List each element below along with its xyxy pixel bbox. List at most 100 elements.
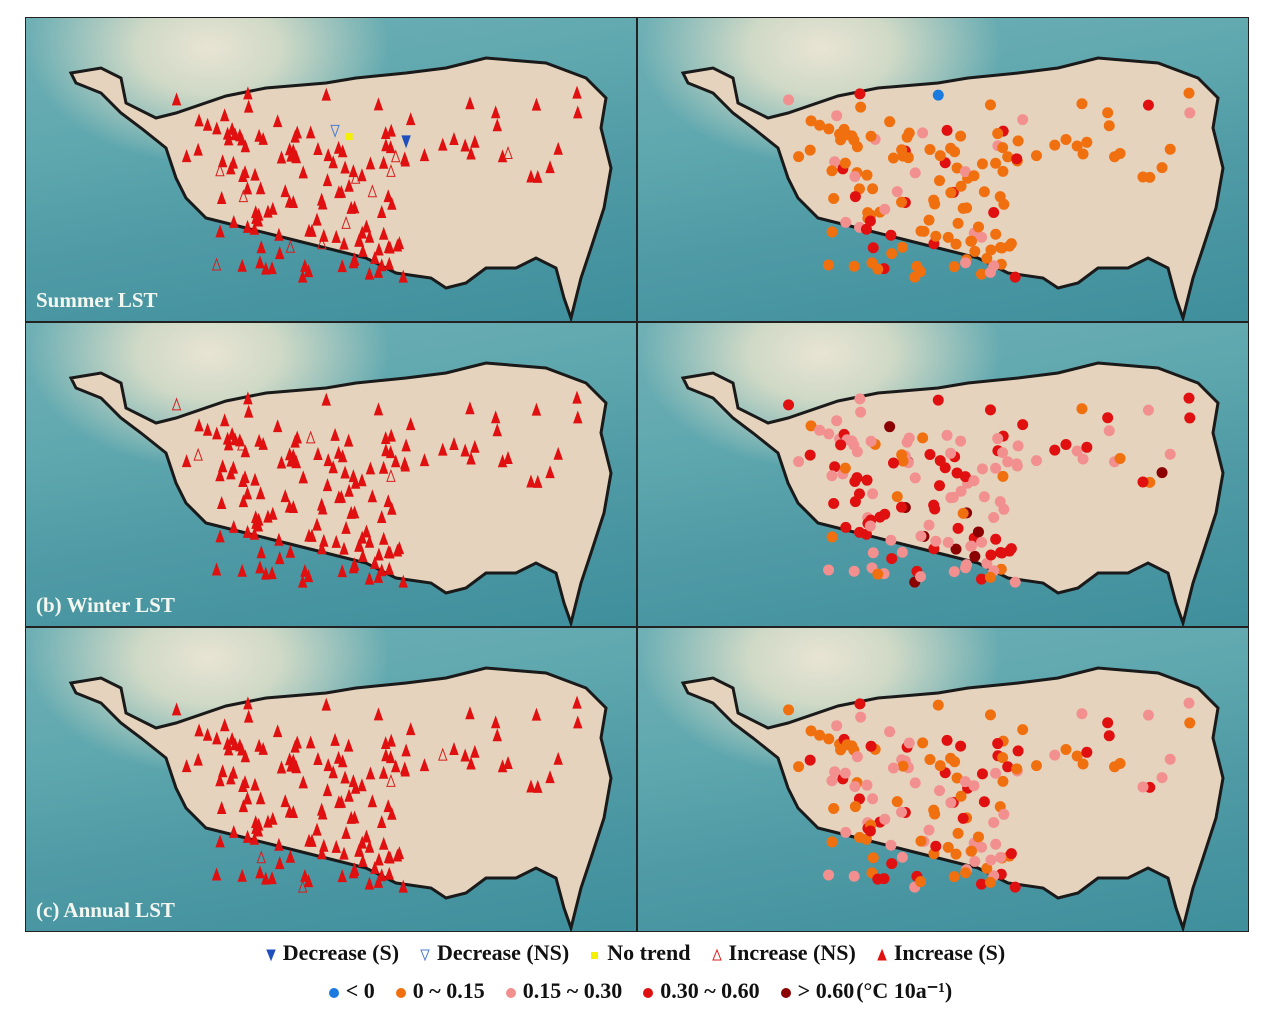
station-rate-marker	[969, 550, 981, 562]
station-rate-marker	[978, 186, 990, 198]
station-rate-marker	[826, 470, 838, 482]
station-rate-marker	[969, 245, 981, 257]
station-rate-marker	[1071, 140, 1083, 152]
station-trend-marker	[398, 269, 408, 283]
station-rate-marker	[998, 198, 1010, 210]
station-rate-marker	[1076, 403, 1088, 415]
station-trend-marker	[380, 431, 391, 445]
station-trend-marker	[346, 200, 356, 214]
station-trend-marker	[334, 490, 344, 504]
station-rate-marker	[823, 259, 835, 271]
station-rate-marker	[975, 573, 987, 585]
station-rate-marker	[934, 175, 946, 187]
station-trend-marker	[304, 223, 314, 237]
station-rate-marker	[957, 812, 969, 824]
station-rate-marker	[992, 738, 1004, 750]
station-rate-marker	[917, 432, 929, 444]
station-trend-marker	[317, 541, 327, 555]
station-rate-marker	[955, 130, 967, 142]
station-trend-marker	[323, 758, 333, 772]
station-trend-marker	[438, 137, 448, 151]
station-trend-marker	[545, 770, 555, 784]
station-trend-marker	[256, 850, 266, 864]
station-trend-marker	[398, 574, 408, 588]
station-trend-marker	[316, 497, 327, 511]
station-rate-marker	[835, 439, 847, 451]
station-rate-marker	[839, 767, 851, 779]
station-trend-marker	[466, 451, 476, 465]
legend-item: 0 ~ 0.15	[395, 978, 485, 1003]
station-rate-marker	[915, 876, 927, 888]
station-rate-marker	[1076, 98, 1088, 110]
station-trend-marker	[465, 706, 475, 720]
station-rate-marker	[934, 785, 946, 797]
station-rate-marker	[1049, 749, 1061, 761]
station-rate-marker	[951, 467, 963, 479]
station-trend-marker	[373, 707, 384, 721]
station-trend-marker	[298, 470, 308, 484]
legend-label: 0 ~ 0.15	[412, 978, 485, 1003]
station-rate-marker	[896, 806, 908, 818]
station-rate-marker	[952, 827, 964, 839]
station-trend-marker	[533, 779, 543, 793]
station-rate-marker	[1102, 107, 1114, 119]
station-rate-marker	[835, 134, 847, 146]
station-trend-marker	[276, 760, 287, 774]
legend-marker-icon	[420, 949, 430, 962]
station-trend-marker	[374, 242, 384, 256]
station-trend-marker	[216, 496, 227, 509]
station-trend-marker	[526, 169, 536, 183]
station-rate-marker	[860, 528, 872, 540]
station-rate-marker	[839, 462, 851, 474]
station-rate-marker	[891, 491, 903, 503]
station-trend-marker	[373, 97, 384, 111]
station-trend-marker	[237, 868, 247, 882]
station-rate-marker	[997, 142, 1009, 154]
station-rate-marker	[828, 802, 840, 814]
station-rate-marker	[972, 831, 984, 843]
station-rate-marker	[959, 166, 971, 178]
station-rate-marker	[934, 150, 946, 162]
station-trend-marker	[215, 773, 225, 787]
station-trend-marker	[181, 149, 192, 163]
station-trend-marker	[284, 194, 295, 208]
station-rate-marker	[804, 144, 816, 156]
trend-map-summer: Summer LST	[25, 17, 637, 322]
station-rate-marker	[1077, 453, 1089, 465]
station-trend-marker	[339, 846, 349, 860]
station-rate-marker	[897, 760, 909, 772]
station-trend-marker	[333, 750, 344, 764]
station-rate-marker	[976, 158, 988, 170]
station-trend-marker	[304, 833, 314, 847]
station-trend-marker	[312, 822, 322, 836]
station-rate-marker	[804, 754, 816, 766]
station-trend-marker	[254, 128, 264, 142]
station-trend-marker	[243, 86, 253, 100]
station-trend-marker	[228, 460, 239, 474]
station-trend-marker	[438, 442, 448, 456]
station-rate-marker	[984, 571, 996, 583]
station-rate-marker	[972, 221, 984, 233]
station-rate-marker	[941, 734, 953, 746]
station-trend-marker	[276, 455, 287, 469]
station-rate-marker	[814, 729, 826, 741]
station-rate-marker	[955, 790, 967, 802]
station-rate-marker	[997, 447, 1009, 459]
station-rate-marker	[828, 192, 840, 204]
station-trend-marker	[305, 735, 316, 749]
station-rate-marker	[831, 110, 843, 122]
station-trend-marker	[275, 246, 285, 260]
station-trend-marker	[217, 459, 228, 473]
station-trend-marker	[243, 99, 254, 113]
station-trend-marker	[267, 566, 277, 580]
station-trend-marker	[323, 453, 333, 467]
station-rate-marker	[884, 726, 896, 738]
station-trend-marker	[526, 474, 536, 488]
station-trend-marker	[394, 236, 405, 250]
station-rate-marker	[952, 522, 964, 534]
station-rate-marker	[955, 485, 967, 497]
station-rate-marker	[1164, 448, 1176, 460]
station-trend-marker	[348, 164, 359, 178]
station-trend-marker	[255, 255, 265, 269]
station-trend-marker	[253, 518, 264, 532]
